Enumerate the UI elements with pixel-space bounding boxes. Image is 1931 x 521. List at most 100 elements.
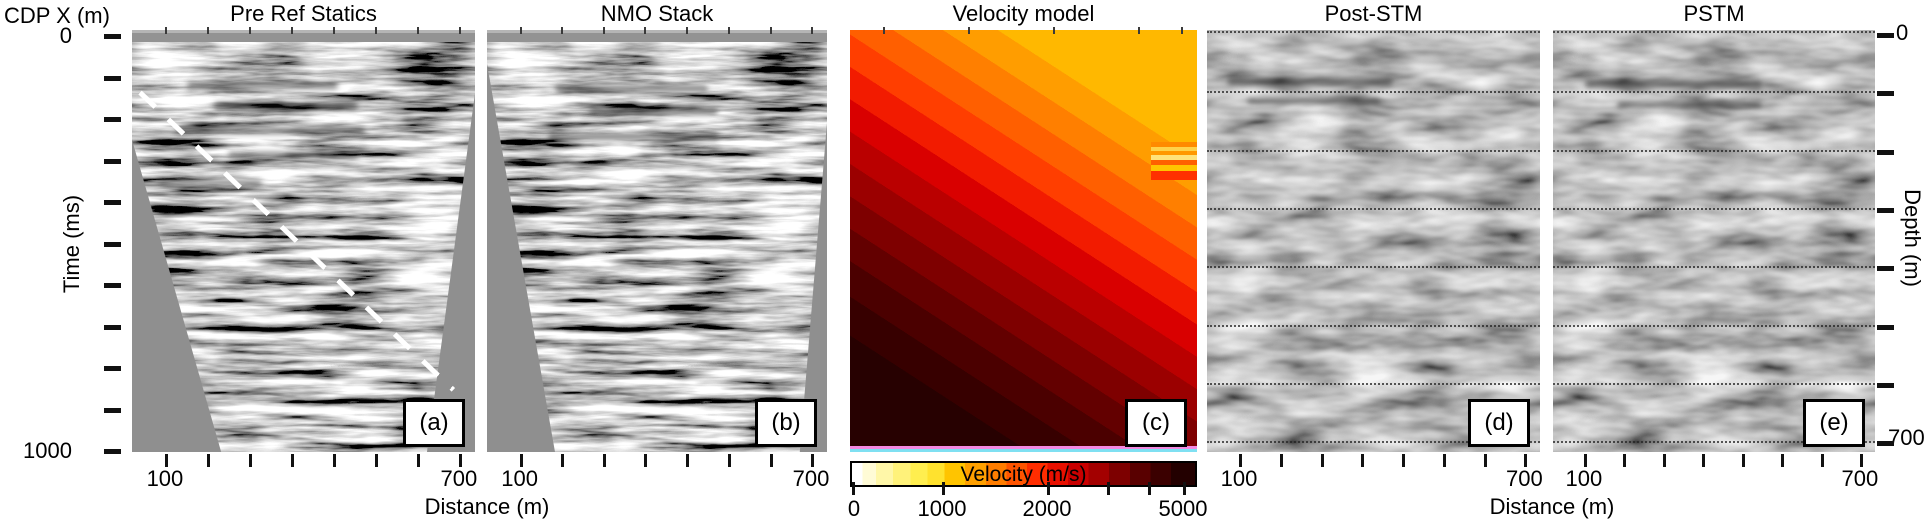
panel-velocity-model: Velocity model (c) <box>850 1 1197 452</box>
reflector-event <box>1246 98 1381 104</box>
depth-marker-line <box>1207 325 1540 327</box>
tick <box>602 454 606 467</box>
tick <box>104 325 121 330</box>
depth-marker-line <box>1207 208 1540 210</box>
tick <box>1877 91 1894 96</box>
distance-axis: 100 700 <box>1553 452 1878 498</box>
cdp-x-axis-label: CDP X (m) <box>4 3 110 28</box>
tick <box>1780 454 1784 467</box>
tick <box>811 27 814 34</box>
reflector-event <box>555 85 708 92</box>
tick <box>417 27 420 34</box>
colorbar-tick-label: 1000 <box>917 496 967 521</box>
tick <box>290 454 294 467</box>
tick <box>1442 454 1446 467</box>
tick <box>332 27 335 34</box>
tick <box>248 454 252 467</box>
reflector-event <box>159 180 263 186</box>
reflector-event <box>548 133 719 140</box>
reflector-event <box>1617 102 1763 108</box>
tick <box>942 482 945 495</box>
x-tick-label-last: 700 <box>1505 466 1543 491</box>
tick <box>104 200 121 205</box>
tick <box>374 454 378 467</box>
distance-axis-title: Distance (m) <box>1489 494 1615 519</box>
tick <box>458 27 461 34</box>
velocity-model-image <box>850 30 1197 452</box>
tick <box>727 454 731 467</box>
tick <box>1107 482 1110 495</box>
tick <box>1583 454 1587 467</box>
tick <box>686 454 690 467</box>
distance-axis: 100 700 <box>132 452 477 498</box>
tick <box>1702 454 1706 467</box>
reflector-event <box>1226 78 1394 86</box>
tick <box>374 27 377 34</box>
panel-label-box: (e) <box>1803 399 1865 447</box>
panel-label-box: (d) <box>1468 399 1530 447</box>
tick <box>1877 208 1894 213</box>
panel-title: Post-STM <box>1324 1 1423 26</box>
depth-marker-line <box>1553 441 1875 443</box>
colorbar-label: Velocity (m/s) <box>960 463 1087 486</box>
tick <box>968 27 971 34</box>
panel-label-box: (c) <box>1125 399 1187 447</box>
tick <box>883 27 886 34</box>
colorbar-tick-label: 2000 <box>1022 496 1072 521</box>
reflector-event <box>589 108 719 115</box>
depth-marker-line <box>1207 31 1540 33</box>
depth-marker-line <box>1553 150 1875 152</box>
seismic-image <box>1553 30 1875 452</box>
colorbar-axis: 0 1000 2000 5000 <box>848 461 1207 521</box>
tick <box>561 27 564 34</box>
tick <box>417 454 421 467</box>
tick <box>1180 27 1183 34</box>
reflector-event <box>214 102 359 110</box>
distance-axis: 100 700 <box>487 452 829 498</box>
panel-label-box: (a) <box>403 399 465 447</box>
tick <box>1138 27 1141 34</box>
depth-axis-tick-label-0: 0 <box>1896 20 1909 45</box>
reflector-event <box>176 127 366 134</box>
tick <box>852 482 855 495</box>
tick <box>104 242 121 247</box>
tick <box>644 27 647 34</box>
tick <box>769 27 772 34</box>
depth-marker-line <box>1207 441 1540 443</box>
velocity-field <box>850 30 1197 452</box>
tick <box>519 454 523 467</box>
tick <box>1524 454 1528 467</box>
depth-marker-line <box>1207 150 1540 152</box>
tick <box>206 454 210 467</box>
tick <box>1877 441 1894 446</box>
tick <box>164 27 167 34</box>
x-tick-label-first: 100 <box>1565 466 1603 491</box>
tick <box>602 27 605 34</box>
tick <box>1820 454 1824 467</box>
top-axis-ticks <box>850 27 1197 34</box>
tick <box>290 27 293 34</box>
tick <box>1483 454 1487 467</box>
tick <box>104 283 121 288</box>
panel-title: PSTM <box>1683 1 1745 26</box>
depth-marker-line <box>1207 383 1540 385</box>
velocity-colorbar: Velocity (m/s) <box>850 461 1197 487</box>
tick <box>164 454 168 467</box>
reflector-event <box>186 82 338 89</box>
tick <box>104 408 121 413</box>
tick <box>1279 454 1283 467</box>
x-tick-label-last: 700 <box>1841 466 1879 491</box>
seismic-image <box>487 30 827 452</box>
tick <box>1859 454 1863 467</box>
tick <box>1320 454 1324 467</box>
tick <box>1047 482 1050 495</box>
seismic-image <box>1207 30 1540 452</box>
tick <box>1662 454 1666 467</box>
reflector-event <box>228 152 359 158</box>
colorbar-tick-label: 5000 <box>1158 496 1208 521</box>
panel-nmo-stack: NMO Stack (b) 100 700 <box>487 1 829 491</box>
x-tick-label-first: 100 <box>1220 466 1258 491</box>
panel-title: NMO Stack <box>600 1 714 26</box>
x-tick-label-first: 100 <box>501 466 538 491</box>
